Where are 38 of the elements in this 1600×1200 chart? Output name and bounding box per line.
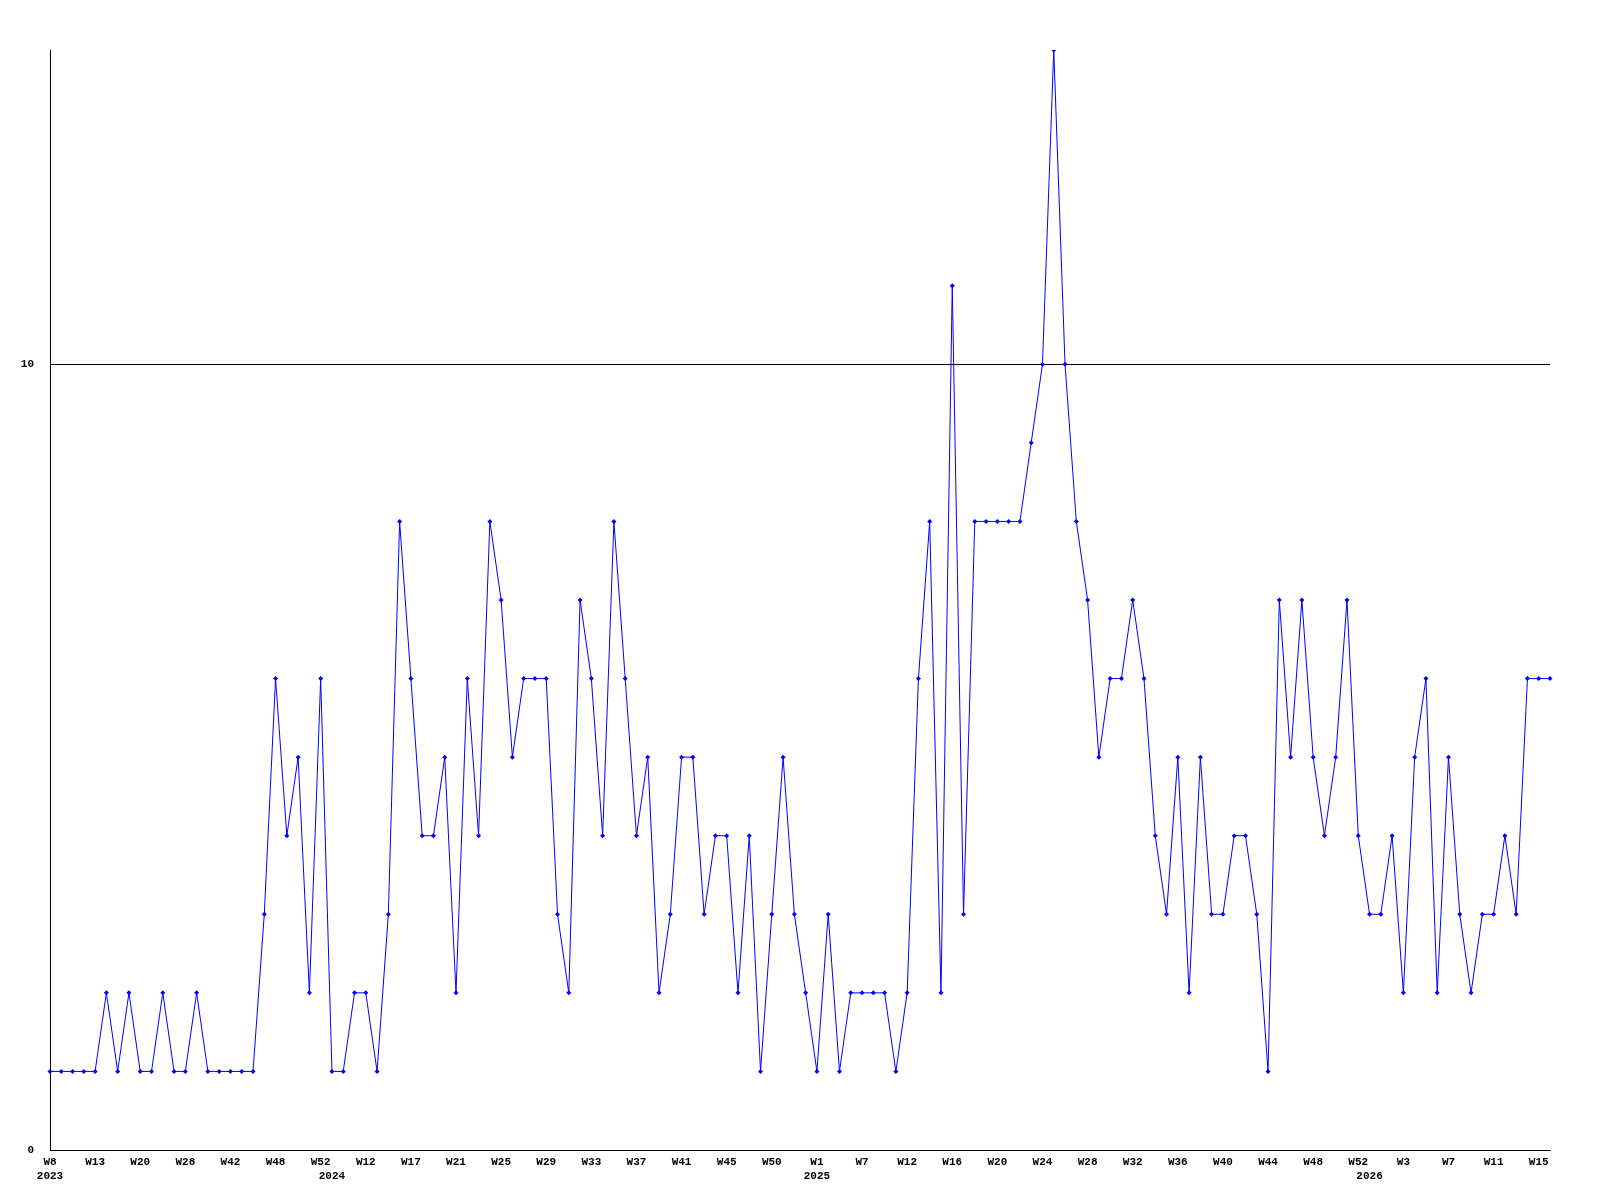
x-tick-label: W1 2025 (803, 1156, 831, 1182)
x-tick-label: W17 (401, 1156, 421, 1169)
x-tick-label: W20 (987, 1156, 1008, 1169)
x-tick-label: W36 (1167, 1156, 1188, 1169)
x-tick-label: W50 (761, 1156, 782, 1169)
x-tick-label: W40 (1213, 1156, 1233, 1169)
x-tick-label: W12 (897, 1156, 918, 1169)
x-tick-label: W52 (310, 1156, 331, 1169)
x-tick-label: W7 (1441, 1156, 1456, 1169)
x-tick-label: W48 (265, 1156, 286, 1169)
x-tick-label: W29 (536, 1156, 557, 1169)
x-tick-label: W20 (130, 1156, 151, 1169)
x-tick-label: W16 (942, 1156, 963, 1169)
x-tick-label: W28 (175, 1156, 196, 1169)
x-tick-label: W7 (855, 1156, 869, 1169)
x-tick-label: W37 (626, 1156, 647, 1169)
x-tick-label: W33 (581, 1156, 602, 1169)
x-tick-label: W45 (716, 1156, 737, 1169)
x-tick-label: W52 (1348, 1156, 1369, 1169)
x-tick-label: W44 (1258, 1156, 1279, 1169)
x-tick-label: W25 (491, 1156, 512, 1169)
x-tick-label: W8 2023 (36, 1156, 64, 1182)
y-tick-label: 0 (27, 1143, 34, 1156)
x-tick-label: 2024 (318, 1169, 346, 1182)
x-tick-label: W24 (1032, 1156, 1053, 1169)
x-tick-label: 2026 (1356, 1169, 1383, 1182)
x-tick-label: W15 (1528, 1156, 1550, 1169)
x-tick-label: W3 (1396, 1156, 1411, 1169)
y-tick-label: 10 (20, 358, 34, 371)
x-tick-label: W48 (1303, 1156, 1324, 1169)
x-tick-label: W11 (1483, 1156, 1504, 1169)
x-tick-label: W32 (1122, 1156, 1143, 1169)
x-tick-label: W28 (1077, 1156, 1098, 1169)
x-tick-label: W42 (220, 1156, 241, 1169)
x-tick-label: W13 (85, 1156, 106, 1169)
x-tick-label: W41 (671, 1156, 692, 1169)
x-tick-label: W12 (355, 1156, 376, 1169)
x-tick-label: W21 (446, 1156, 467, 1169)
